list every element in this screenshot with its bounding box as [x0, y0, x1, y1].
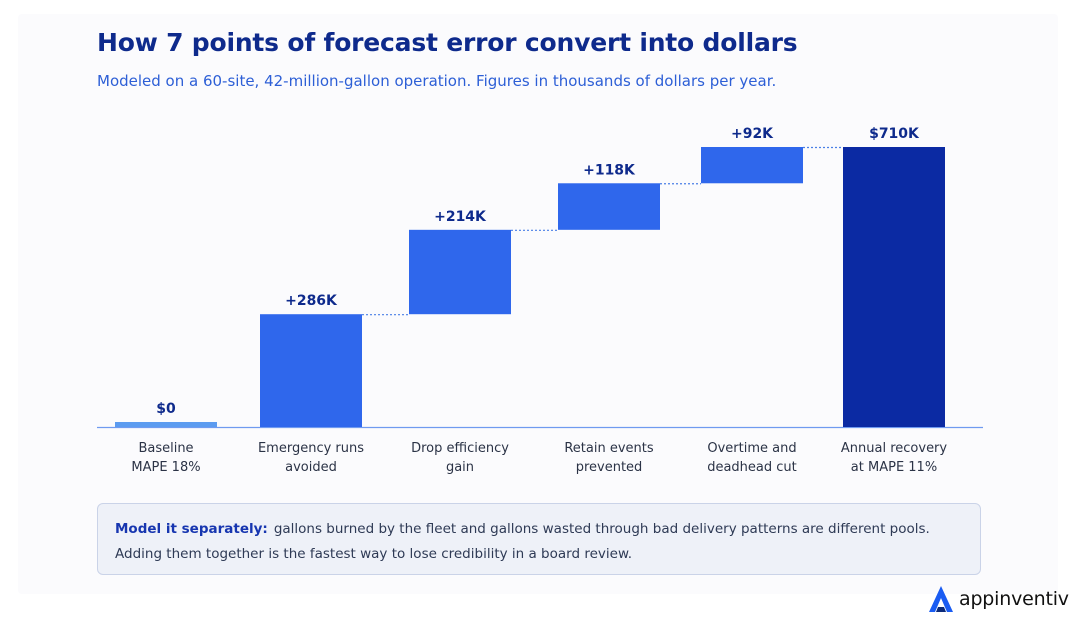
- waterfall-chart: $0 Baseline MAPE 18% +286K Emergency runs avo…: [97, 126, 983, 475]
- data-label-5: +92K: [731, 126, 774, 142]
- waterfall-bar-2: [260, 314, 362, 427]
- data-label-3: +214K: [434, 209, 487, 225]
- category-label-5-line-1: Overtime and: [707, 441, 796, 456]
- category-label-3-line-2: gain: [446, 460, 474, 475]
- data-label-1: $0: [156, 401, 176, 417]
- waterfall-bar-6: [843, 147, 945, 427]
- category-label-2-line-2: avoided: [285, 460, 337, 475]
- data-label-6: $710K: [869, 126, 920, 142]
- category-label-1-line-2: MAPE 18%: [131, 460, 200, 475]
- callout-line-1: gallons burned by the fleet and gallons …: [273, 521, 930, 537]
- category-label-2-line-1: Emergency runs: [258, 441, 364, 456]
- waterfall-bar-5: [701, 147, 803, 184]
- category-label-5-line-2: deadhead cut: [707, 460, 797, 475]
- callout-line-2: Adding them together is the fastest way …: [115, 546, 633, 562]
- page-subtitle: Modeled on a 60-site, 42-million-gallon …: [97, 72, 777, 90]
- category-label-3-line-1: Drop efficiency: [411, 441, 509, 456]
- brand-logo: appinventiv: [928, 585, 1069, 613]
- brand-name: appinventiv: [959, 588, 1069, 610]
- waterfall-bar-4: [558, 183, 660, 230]
- waterfall-bar-1: [115, 422, 217, 427]
- callout-box: Model it separately: gallons burned by th…: [97, 503, 981, 575]
- category-label-4-line-2: prevented: [576, 460, 643, 475]
- category-label-1-line-1: Baseline: [138, 441, 193, 456]
- data-label-4: +118K: [583, 162, 636, 178]
- waterfall-bar-3: [409, 229, 511, 315]
- page-title: How 7 points of forecast error convert i…: [97, 28, 798, 57]
- category-label-4-line-1: Retain events: [564, 441, 654, 456]
- callout-lead: Model it separately:: [115, 521, 268, 537]
- triangle-a-logo-icon: [929, 586, 953, 612]
- category-label-6-line-2: at MAPE 11%: [851, 460, 937, 475]
- data-label-2: +286K: [285, 293, 338, 309]
- category-label-6-line-1: Annual recovery: [841, 441, 948, 456]
